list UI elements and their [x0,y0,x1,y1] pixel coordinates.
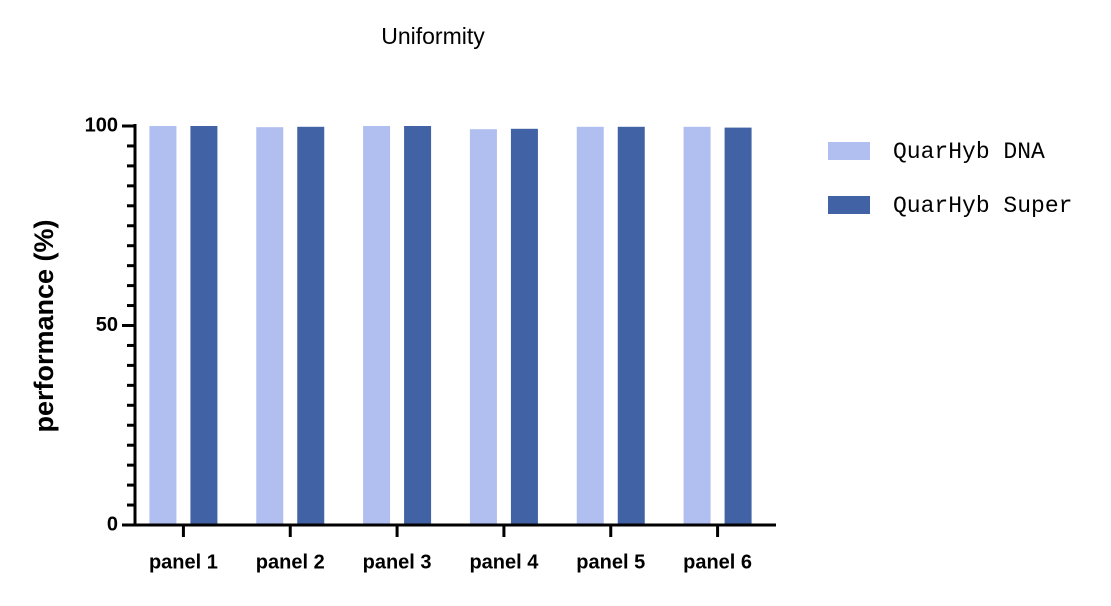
bar [724,127,752,525]
y-tick-label: 100 [85,114,118,136]
bar [404,126,432,525]
chart-title: Uniformity [381,23,485,49]
y-tick-label: 0 [107,513,118,535]
bar [510,128,538,525]
bar [576,126,604,525]
bar [297,126,325,525]
y-axis-label: performance (%) [29,219,59,432]
legend-swatch [828,142,870,160]
x-tick-label: panel 6 [683,551,752,573]
bar [149,126,177,525]
bar [256,127,284,526]
x-tick-label: panel 4 [469,551,539,573]
legend-swatch [828,196,870,214]
bar [190,126,218,525]
bar [469,129,497,525]
bar [617,126,645,525]
bar [363,126,391,525]
x-tick-label: panel 1 [149,551,218,573]
x-tick-label: panel 5 [576,551,645,573]
x-tick-label: panel 2 [256,551,325,573]
legend-label: QuarHyb DNA [893,139,1045,165]
y-tick-label: 50 [96,314,118,336]
bar [683,126,711,525]
legend-label: QuarHyb Super [893,193,1072,219]
x-tick-label: panel 3 [363,551,432,573]
